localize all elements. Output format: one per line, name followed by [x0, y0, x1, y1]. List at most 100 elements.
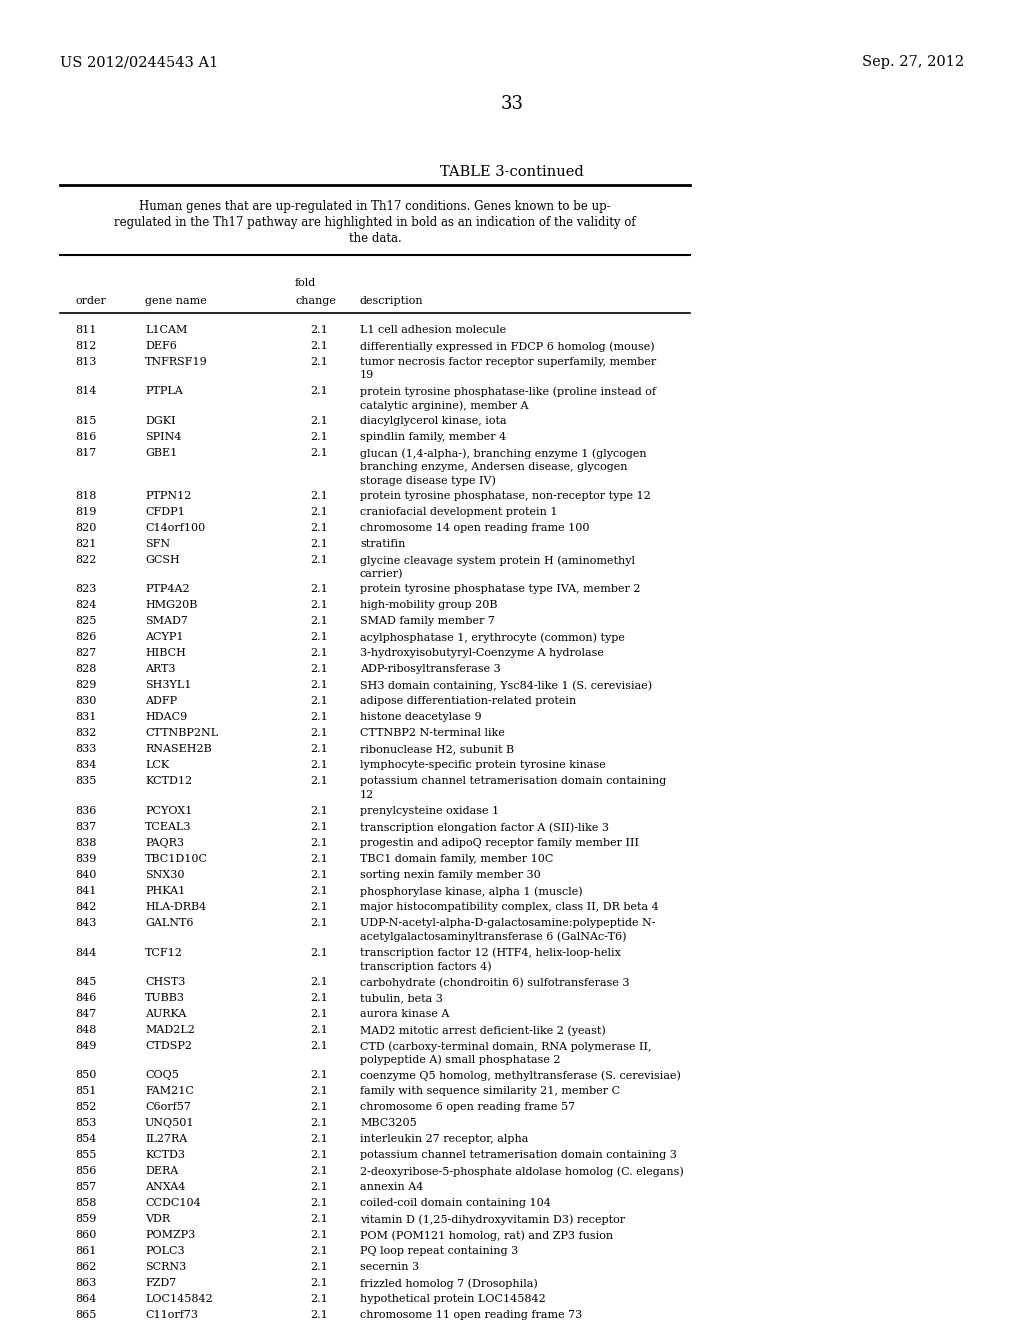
- Text: TBC1D10C: TBC1D10C: [145, 854, 208, 865]
- Text: ART3: ART3: [145, 664, 175, 675]
- Text: 830: 830: [75, 697, 96, 706]
- Text: 2.1: 2.1: [310, 507, 328, 517]
- Text: chromosome 11 open reading frame 73: chromosome 11 open reading frame 73: [360, 1311, 583, 1320]
- Text: RNASEH2B: RNASEH2B: [145, 744, 212, 755]
- Text: TABLE 3-continued: TABLE 3-continued: [440, 165, 584, 180]
- Text: 2.1: 2.1: [310, 1086, 328, 1097]
- Text: phosphorylase kinase, alpha 1 (muscle): phosphorylase kinase, alpha 1 (muscle): [360, 886, 583, 896]
- Text: diacylglycerol kinase, iota: diacylglycerol kinase, iota: [360, 416, 507, 426]
- Text: SCRN3: SCRN3: [145, 1262, 186, 1272]
- Text: PQ loop repeat containing 3: PQ loop repeat containing 3: [360, 1246, 518, 1257]
- Text: GALNT6: GALNT6: [145, 917, 194, 928]
- Text: 811: 811: [75, 325, 96, 335]
- Text: SFN: SFN: [145, 539, 170, 549]
- Text: 2.1: 2.1: [310, 744, 328, 755]
- Text: PTP4A2: PTP4A2: [145, 585, 189, 594]
- Text: transcription factors 4): transcription factors 4): [360, 961, 492, 972]
- Text: 2.1: 2.1: [310, 523, 328, 533]
- Text: SMAD7: SMAD7: [145, 616, 187, 627]
- Text: 841: 841: [75, 886, 96, 896]
- Text: 847: 847: [75, 1008, 96, 1019]
- Text: 2.1: 2.1: [310, 1151, 328, 1160]
- Text: 2.1: 2.1: [310, 948, 328, 957]
- Text: coenzyme Q5 homolog, methyltransferase (S. cerevisiae): coenzyme Q5 homolog, methyltransferase (…: [360, 1071, 681, 1081]
- Text: 2.1: 2.1: [310, 1071, 328, 1081]
- Text: 19: 19: [360, 371, 374, 380]
- Text: catalytic arginine), member A: catalytic arginine), member A: [360, 400, 528, 411]
- Text: 2.1: 2.1: [310, 601, 328, 610]
- Text: 2.1: 2.1: [310, 776, 328, 787]
- Text: 2.1: 2.1: [310, 356, 328, 367]
- Text: 839: 839: [75, 854, 96, 865]
- Text: GBE1: GBE1: [145, 447, 177, 458]
- Text: 2.1: 2.1: [310, 341, 328, 351]
- Text: TNFRSF19: TNFRSF19: [145, 356, 208, 367]
- Text: 2.1: 2.1: [310, 1008, 328, 1019]
- Text: 2.1: 2.1: [310, 713, 328, 722]
- Text: frizzled homolog 7 (Drosophila): frizzled homolog 7 (Drosophila): [360, 1279, 538, 1290]
- Text: POMZP3: POMZP3: [145, 1230, 196, 1241]
- Text: change: change: [295, 296, 336, 306]
- Text: 865: 865: [75, 1311, 96, 1320]
- Text: 2.1: 2.1: [310, 902, 328, 912]
- Text: ACYP1: ACYP1: [145, 632, 183, 643]
- Text: 861: 861: [75, 1246, 96, 1257]
- Text: 2.1: 2.1: [310, 1118, 328, 1129]
- Text: 836: 836: [75, 807, 96, 816]
- Text: MAD2 mitotic arrest deficient-like 2 (yeast): MAD2 mitotic arrest deficient-like 2 (ye…: [360, 1026, 606, 1036]
- Text: 2.1: 2.1: [310, 1246, 328, 1257]
- Text: HDAC9: HDAC9: [145, 713, 187, 722]
- Text: PHKA1: PHKA1: [145, 886, 185, 896]
- Text: L1CAM: L1CAM: [145, 325, 187, 335]
- Text: TUBB3: TUBB3: [145, 993, 185, 1003]
- Text: annexin A4: annexin A4: [360, 1183, 423, 1192]
- Text: carbohydrate (chondroitin 6) sulfotransferase 3: carbohydrate (chondroitin 6) sulfotransf…: [360, 977, 630, 987]
- Text: chromosome 6 open reading frame 57: chromosome 6 open reading frame 57: [360, 1102, 575, 1113]
- Text: 831: 831: [75, 713, 96, 722]
- Text: prenylcysteine oxidase 1: prenylcysteine oxidase 1: [360, 807, 499, 816]
- Text: TBC1 domain family, member 10C: TBC1 domain family, member 10C: [360, 854, 553, 865]
- Text: lymphocyte-specific protein tyrosine kinase: lymphocyte-specific protein tyrosine kin…: [360, 760, 606, 771]
- Text: 822: 822: [75, 554, 96, 565]
- Text: 2.1: 2.1: [310, 554, 328, 565]
- Text: PAQR3: PAQR3: [145, 838, 184, 847]
- Text: MAD2L2: MAD2L2: [145, 1026, 195, 1035]
- Text: transcription factor 12 (HTF4, helix-loop-helix: transcription factor 12 (HTF4, helix-loo…: [360, 948, 621, 958]
- Text: 2.1: 2.1: [310, 760, 328, 771]
- Text: 2.1: 2.1: [310, 1262, 328, 1272]
- Text: 823: 823: [75, 585, 96, 594]
- Text: HMG20B: HMG20B: [145, 601, 198, 610]
- Text: 2.1: 2.1: [310, 1026, 328, 1035]
- Text: 2.1: 2.1: [310, 1183, 328, 1192]
- Text: 827: 827: [75, 648, 96, 659]
- Text: 842: 842: [75, 902, 96, 912]
- Text: histone deacetylase 9: histone deacetylase 9: [360, 713, 481, 722]
- Text: ADP-ribosyltransferase 3: ADP-ribosyltransferase 3: [360, 664, 501, 675]
- Text: 849: 849: [75, 1041, 96, 1051]
- Text: 2.1: 2.1: [310, 616, 328, 627]
- Text: 828: 828: [75, 664, 96, 675]
- Text: interleukin 27 receptor, alpha: interleukin 27 receptor, alpha: [360, 1134, 528, 1144]
- Text: 2.1: 2.1: [310, 1167, 328, 1176]
- Text: POLC3: POLC3: [145, 1246, 184, 1257]
- Text: TCEAL3: TCEAL3: [145, 822, 191, 832]
- Text: hypothetical protein LOC145842: hypothetical protein LOC145842: [360, 1295, 546, 1304]
- Text: the data.: the data.: [348, 232, 401, 246]
- Text: 864: 864: [75, 1295, 96, 1304]
- Text: HIBCH: HIBCH: [145, 648, 186, 659]
- Text: DERA: DERA: [145, 1167, 178, 1176]
- Text: 2.1: 2.1: [310, 993, 328, 1003]
- Text: 2.1: 2.1: [310, 838, 328, 847]
- Text: 845: 845: [75, 977, 96, 987]
- Text: SNX30: SNX30: [145, 870, 184, 880]
- Text: CTDSP2: CTDSP2: [145, 1041, 193, 1051]
- Text: DEF6: DEF6: [145, 341, 177, 351]
- Text: glucan (1,4-alpha-), branching enzyme 1 (glycogen: glucan (1,4-alpha-), branching enzyme 1 …: [360, 447, 646, 458]
- Text: 2.1: 2.1: [310, 416, 328, 426]
- Text: 829: 829: [75, 681, 96, 690]
- Text: 858: 858: [75, 1199, 96, 1209]
- Text: COQ5: COQ5: [145, 1071, 179, 1081]
- Text: ribonuclease H2, subunit B: ribonuclease H2, subunit B: [360, 744, 514, 755]
- Text: 863: 863: [75, 1279, 96, 1288]
- Text: protein tyrosine phosphatase type IVA, member 2: protein tyrosine phosphatase type IVA, m…: [360, 585, 640, 594]
